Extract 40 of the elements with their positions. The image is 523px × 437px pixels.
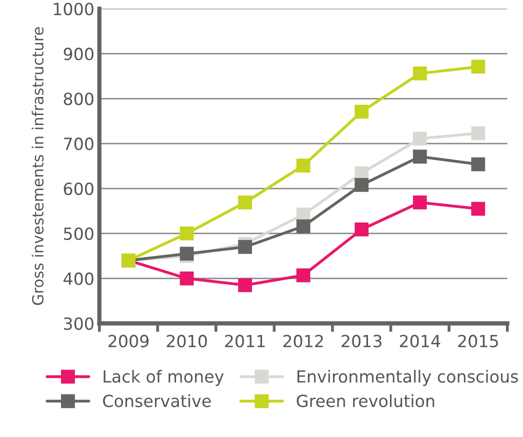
point (180, 246, 194, 261)
point (238, 278, 252, 292)
legend-label: Lack of money (104, 370, 224, 386)
legend-label: Environmentally conscious (298, 370, 518, 386)
legend-label: Conservative (103, 394, 211, 408)
point (238, 240, 252, 254)
x-tick-label: 2011 (225, 334, 265, 348)
point (296, 219, 310, 234)
y-tick-label: 800 (64, 92, 94, 106)
x-tick-label: 2015 (458, 334, 498, 348)
point (471, 126, 486, 140)
point (180, 226, 194, 240)
y-tick-label: 900 (64, 48, 94, 60)
y-tick-label: 700 (64, 138, 94, 150)
point (412, 196, 427, 210)
point (412, 66, 427, 80)
y-tick-label: 1000 (54, 2, 94, 16)
x-tick-label: 2010 (166, 334, 207, 348)
y-tick-label: 400 (64, 272, 94, 285)
point (296, 268, 310, 282)
point (471, 157, 486, 172)
y-tick-label: 600 (64, 182, 94, 196)
y-axis-title: Gross investements in infrastructure (32, 27, 44, 305)
x-tick-label: 2014 (400, 334, 440, 348)
point (238, 196, 252, 210)
legend-label: Green revolution (296, 394, 434, 408)
x-tick-label: 2009 (108, 334, 149, 348)
x-tick-label: 2012 (283, 334, 323, 348)
point (354, 178, 369, 192)
point (180, 271, 194, 286)
point (412, 150, 427, 164)
y-tick-label: 500 (64, 227, 94, 240)
point (354, 222, 369, 236)
y-tick-label: 300 (64, 317, 94, 330)
x-tick-label: 2013 (342, 334, 382, 348)
point (296, 158, 310, 173)
point (471, 60, 486, 74)
point (471, 202, 486, 216)
point (354, 104, 369, 119)
point (412, 132, 427, 146)
